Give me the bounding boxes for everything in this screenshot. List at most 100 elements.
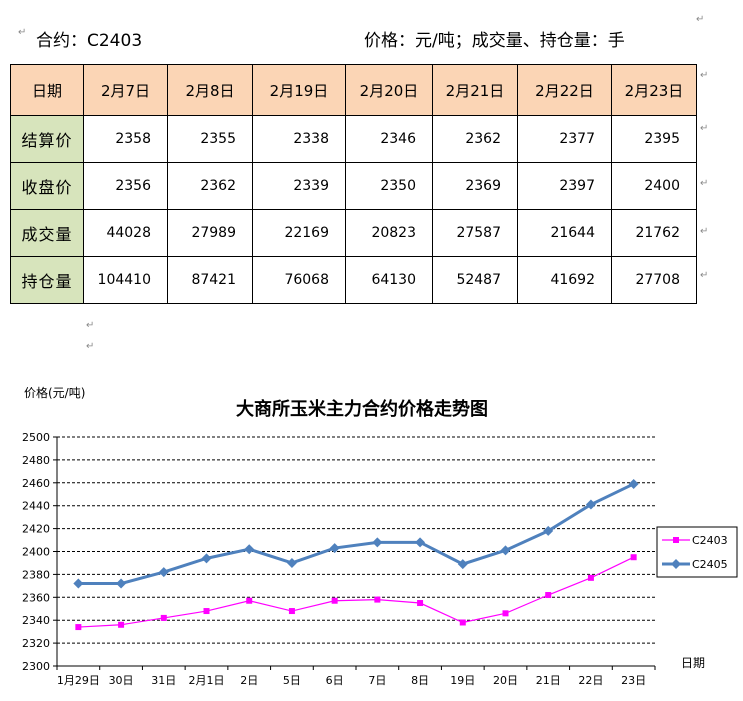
table-cell: 2350: [345, 162, 433, 210]
series-lines: [73, 478, 639, 631]
chart-title: 大商所玉米主力合约价格走势图: [236, 398, 488, 420]
column-header: 2月23日: [611, 64, 697, 116]
data-point: [160, 614, 167, 621]
table-cell: 20823: [345, 209, 433, 257]
price-table: 日期 2月7日 2月8日 2月19日 2月20日 2月21日 2月22日 2月2…: [10, 64, 697, 304]
y-tick-label: 2300: [22, 660, 50, 673]
y-tick-label: 2380: [22, 568, 50, 581]
x-tick-label: 22日: [578, 674, 603, 687]
table-cell: 2362: [432, 115, 518, 163]
series-line-c2405: [78, 482, 635, 586]
paragraph-mark: ↵: [86, 341, 95, 352]
table-row: 结算价 2358 2355 2338 2346 2362 2377 2395: [10, 115, 697, 163]
x-tick-label: 19日: [450, 674, 475, 687]
y-tick-label: 2400: [22, 546, 50, 559]
x-tick-label: 2日: [240, 674, 258, 687]
x-tick-label: 5日: [283, 674, 301, 687]
y-axis-label: 价格(元/吨): [24, 385, 85, 400]
data-point: [630, 554, 637, 561]
table-cell: 2377: [517, 115, 612, 163]
table-row: 持仓量 104410 87421 76068 64130 52487 41692…: [10, 256, 697, 304]
column-header: 2月8日: [167, 64, 253, 116]
table-cell: 2338: [252, 115, 346, 163]
x-tick-label: 23日: [621, 674, 646, 687]
table-cell: 2356: [83, 162, 168, 210]
table-cell: 2400: [611, 162, 697, 210]
row-label: 结算价: [10, 115, 84, 163]
row-label: 持仓量: [10, 256, 84, 304]
paragraph-mark: ↵: [700, 226, 709, 237]
table-row: 收盘价 2356 2362 2339 2350 2369 2397 2400: [10, 162, 697, 210]
paragraph-mark: ↵: [700, 123, 709, 134]
data-point: [331, 597, 338, 604]
column-header: 日期: [10, 64, 84, 116]
y-tick-label: 2440: [22, 500, 50, 513]
x-tick-label: 30日: [109, 674, 134, 687]
y-tick-label: 2420: [22, 523, 50, 536]
x-tick-label: 1月29日: [57, 674, 100, 687]
y-tick-label: 2500: [22, 431, 50, 444]
column-header: 2月21日: [432, 64, 518, 116]
data-point: [158, 567, 169, 578]
x-tick-label: 6日: [326, 674, 344, 687]
x-tick-label: 20日: [493, 674, 518, 687]
x-tick-label: 8日: [411, 674, 429, 687]
table-cell: 27708: [611, 256, 697, 304]
table-cell: 2355: [167, 115, 253, 163]
data-point: [545, 592, 552, 599]
data-point: [203, 608, 210, 615]
paragraph-mark: ↵: [18, 27, 27, 38]
paragraph-mark: ↵: [700, 70, 709, 81]
data-point: [500, 545, 511, 556]
table-cell: 87421: [167, 256, 253, 304]
data-point: [459, 619, 466, 626]
table-cell: 27587: [432, 209, 518, 257]
x-tick-labels: 1月29日 30日 31日 2月1日 2日 5日 6日 7日 8日 19日 20日 21日 22日 23日: [57, 674, 646, 687]
table-cell: 2339: [252, 162, 346, 210]
paragraph-mark: ↵: [700, 270, 709, 281]
column-header: 2月20日: [345, 64, 433, 116]
data-point: [75, 624, 82, 631]
table-cell: 21762: [611, 209, 697, 257]
table-cell: 76068: [252, 256, 346, 304]
legend: C2403 C2405: [656, 526, 738, 578]
contract-label: 合约：C2403: [36, 31, 143, 51]
data-point: [118, 621, 125, 628]
data-point: [374, 596, 381, 603]
data-point: [201, 553, 212, 564]
data-point: [543, 525, 554, 536]
y-tick-label: 2320: [22, 637, 50, 650]
y-tick-label: 2480: [22, 454, 50, 467]
table-cell: 41692: [517, 256, 612, 304]
table-cell: 2362: [167, 162, 253, 210]
table-cell: 52487: [432, 256, 518, 304]
data-point: [73, 578, 84, 589]
legend-box: [656, 526, 738, 578]
table-cell: 27989: [167, 209, 253, 257]
row-label: 收盘价: [10, 162, 84, 210]
table-cell: 44028: [83, 209, 168, 257]
x-tick-label: 7日: [368, 674, 386, 687]
data-point: [116, 578, 127, 589]
x-tick-label: 2月1日: [189, 674, 225, 687]
table-cell: 64130: [345, 256, 433, 304]
y-tick-label: 2460: [22, 477, 50, 490]
data-point: [286, 557, 297, 568]
y-tick-label: 2340: [22, 614, 50, 627]
table-cell: 2397: [517, 162, 612, 210]
data-point: [288, 608, 295, 615]
row-label: 成交量: [10, 209, 84, 257]
gridlines: [53, 436, 656, 670]
table-cell: 2358: [83, 115, 168, 163]
x-axis-label: 日期: [681, 656, 705, 670]
column-header: 2月7日: [83, 64, 168, 116]
paragraph-mark: ↵: [86, 320, 95, 331]
legend-label: C2403: [692, 534, 728, 547]
price-trend-chart: 大商所玉米主力合约价格走势图 价格(元/吨) 日期 2300 2320 2340 23…: [22, 385, 738, 687]
data-point: [372, 537, 383, 548]
table-cell: 2369: [432, 162, 518, 210]
x-tick-label: 21日: [536, 674, 561, 687]
data-point: [585, 499, 596, 510]
data-point: [417, 600, 424, 607]
legend-label: C2405: [692, 558, 728, 571]
